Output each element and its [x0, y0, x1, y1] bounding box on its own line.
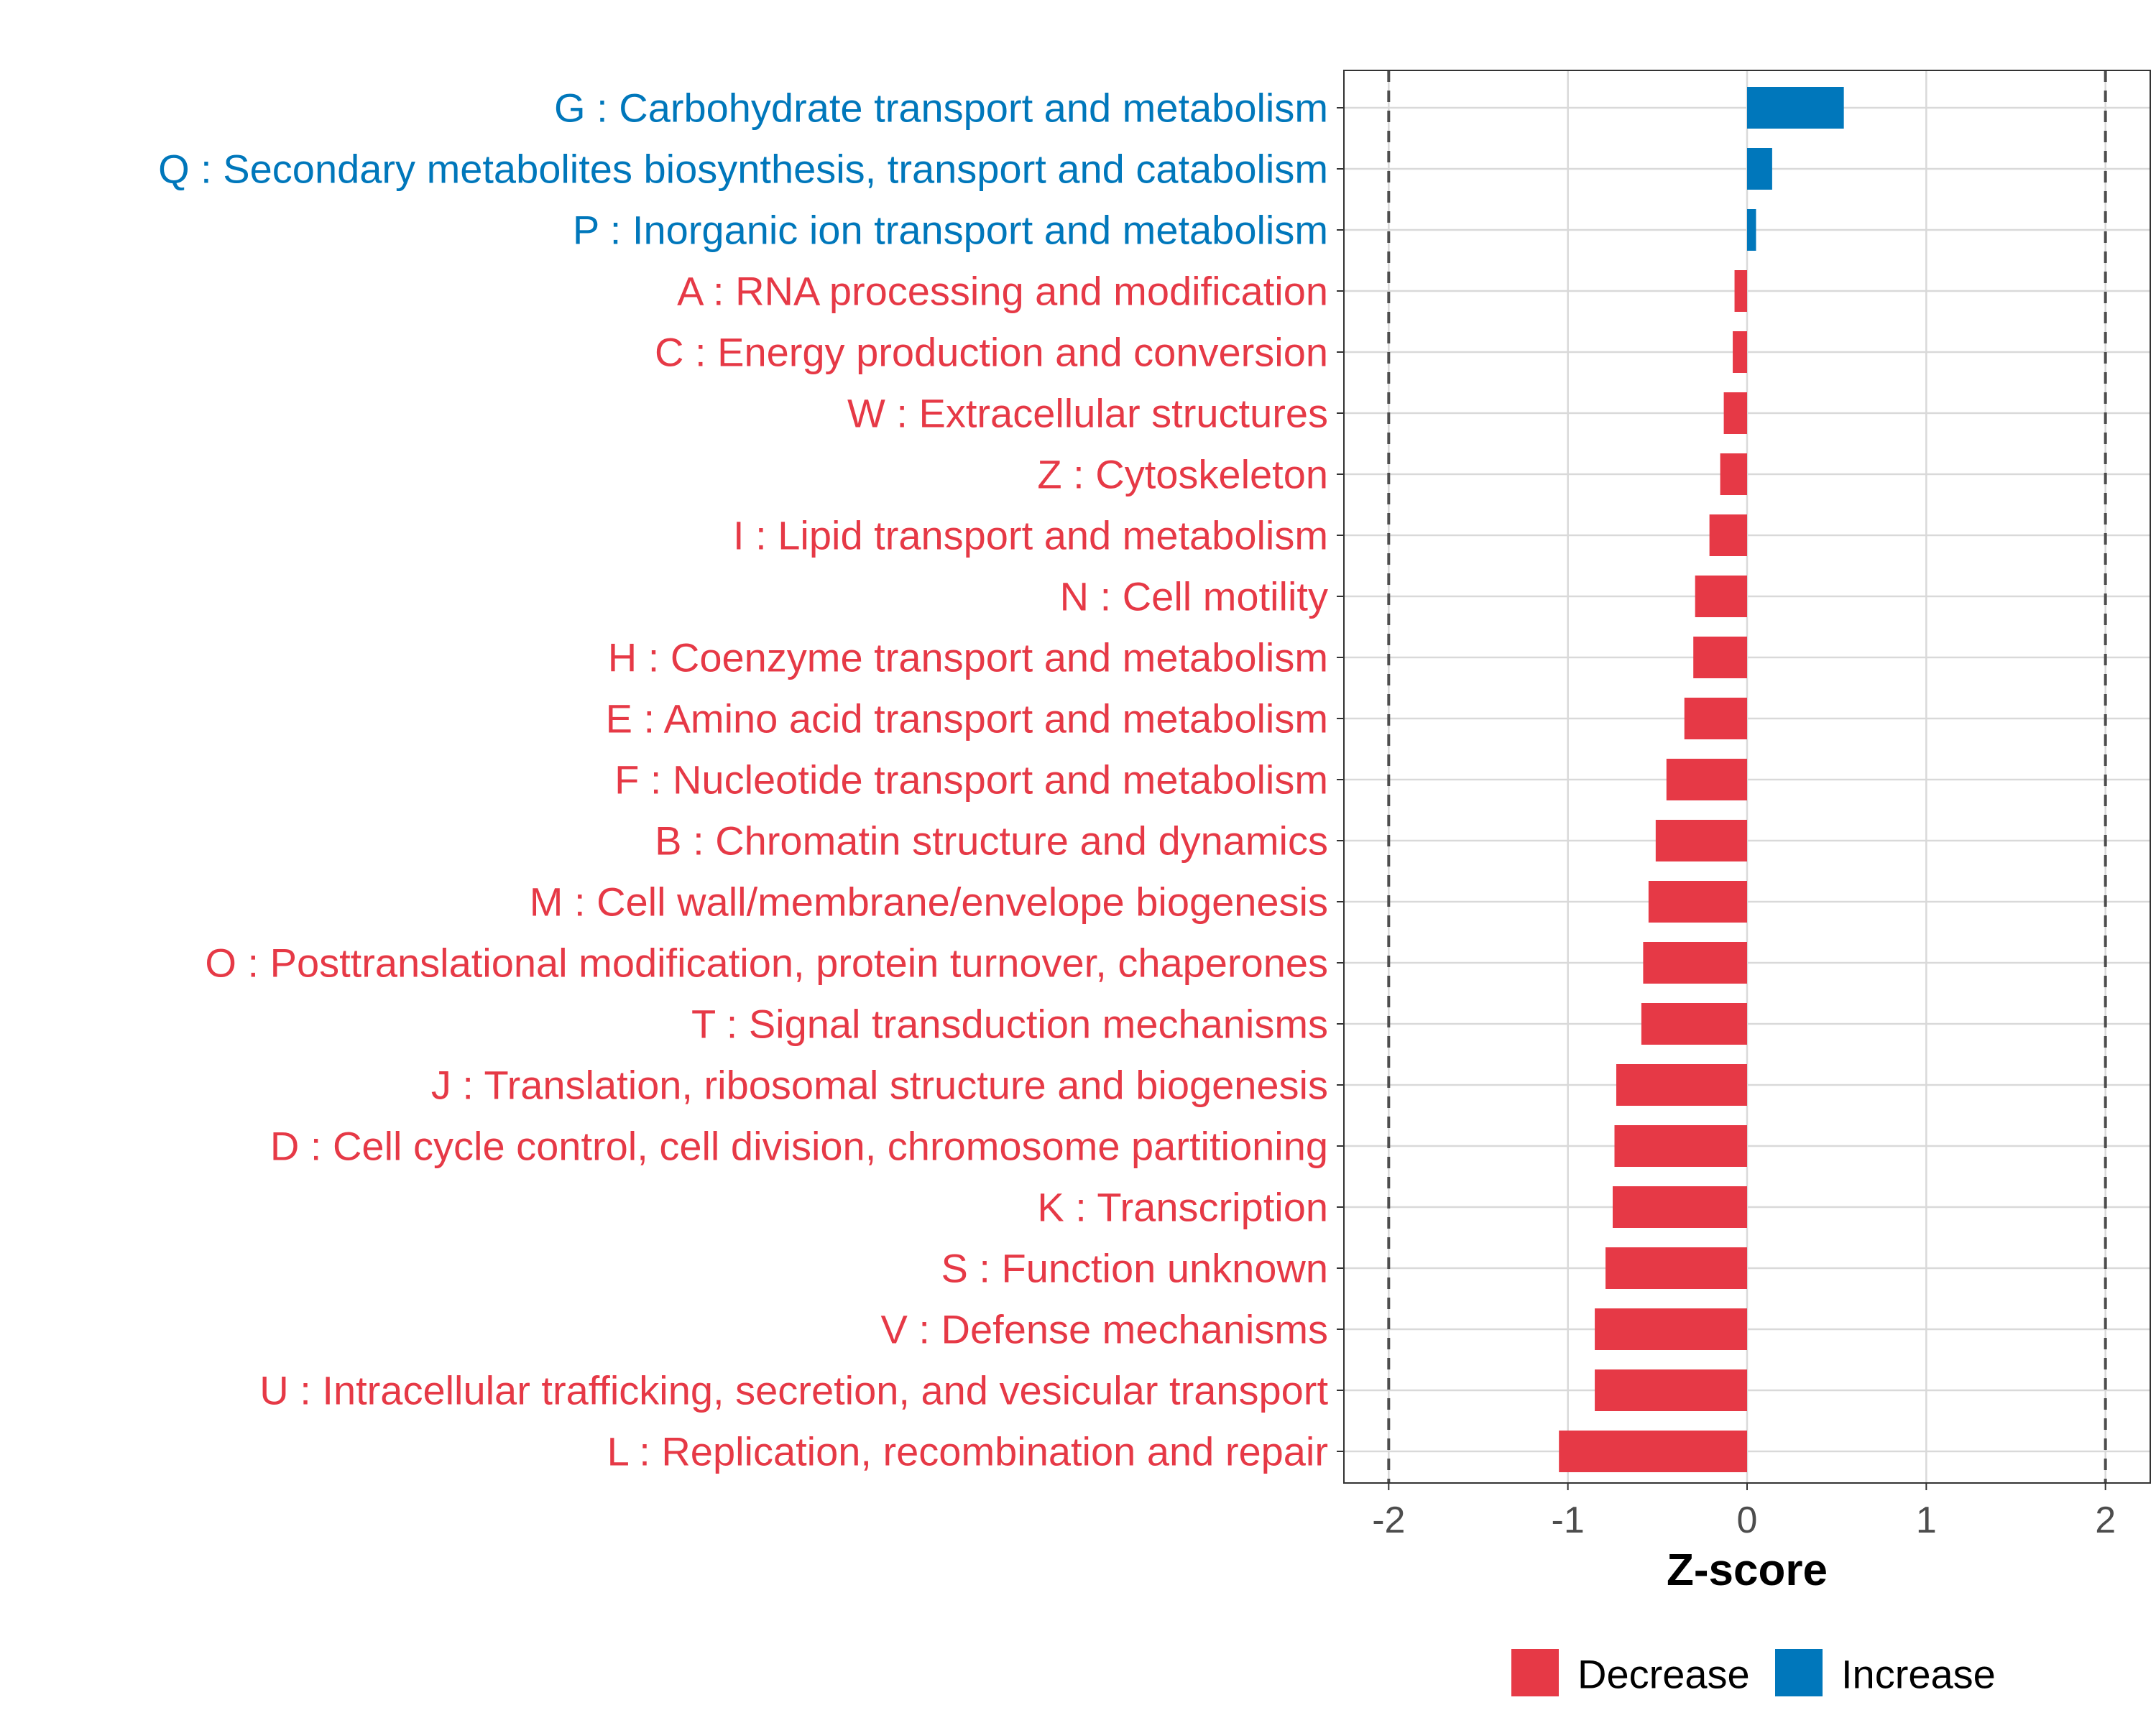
reference-lines [1387, 70, 2107, 1483]
bar [1684, 698, 1747, 739]
category-label: I : Lipid transport and metabolism [733, 513, 1328, 558]
category-label: G : Carbohydrate transport and metabolis… [554, 86, 1328, 131]
bar [1655, 820, 1747, 861]
bar [1747, 148, 1772, 190]
bar [1559, 1431, 1747, 1472]
x-axis-ticks: -2 -1 0 1 2 [1372, 1483, 2116, 1541]
bar [1595, 1308, 1747, 1350]
legend-swatch-decrease [1511, 1649, 1559, 1696]
bar [1666, 759, 1747, 800]
category-label: E : Amino acid transport and metabolism [606, 696, 1328, 741]
category-label: F : Nucleotide transport and metabolism [614, 757, 1328, 803]
bar [1720, 453, 1747, 495]
bar [1733, 331, 1747, 373]
category-label: S : Function unknown [941, 1246, 1328, 1291]
bar [1614, 1125, 1747, 1167]
legend: Decrease Increase [1511, 1649, 1996, 1697]
x-tick-label: 2 [2095, 1500, 2116, 1541]
bar [1643, 942, 1747, 984]
bar [1616, 1064, 1747, 1106]
bar [1709, 514, 1747, 556]
category-label: T : Signal transduction mechanisms [691, 1002, 1328, 1047]
legend-label-decrease: Decrease [1577, 1652, 1750, 1697]
bar [1723, 392, 1747, 434]
category-label: W : Extracellular structures [847, 391, 1328, 436]
x-tick-label: 0 [1737, 1500, 1758, 1541]
x-tick-label: -1 [1552, 1500, 1585, 1541]
x-tick-label: -2 [1372, 1500, 1405, 1541]
bar [1747, 209, 1756, 251]
category-label: P : Inorganic ion transport and metaboli… [573, 208, 1328, 253]
category-label: U : Intracellular trafficking, secretion… [259, 1368, 1328, 1413]
x-axis-title: Z-score [1667, 1546, 1828, 1595]
x-tick-label: 1 [1916, 1500, 1937, 1541]
bar [1606, 1247, 1747, 1289]
bar [1693, 637, 1747, 678]
bar [1648, 881, 1747, 923]
category-label: O : Posttranslational modification, prot… [205, 941, 1328, 986]
category-label: D : Cell cycle control, cell division, c… [270, 1124, 1328, 1169]
bar [1695, 576, 1747, 617]
bars [1559, 87, 1844, 1472]
bar [1747, 87, 1844, 129]
category-label: H : Coenzyme transport and metabolism [608, 635, 1328, 680]
bar [1595, 1369, 1747, 1411]
category-label: Q : Secondary metabolites biosynthesis, … [158, 147, 1328, 192]
bar [1613, 1186, 1747, 1228]
category-label: M : Cell wall/membrane/envelope biogenes… [530, 879, 1328, 925]
category-label: Z : Cytoskeleton [1037, 452, 1328, 497]
category-label: C : Energy production and conversion [655, 330, 1328, 375]
category-label: V : Defense mechanisms [881, 1307, 1328, 1352]
category-label: L : Replication, recombination and repai… [607, 1429, 1328, 1474]
category-label: B : Chromatin structure and dynamics [655, 818, 1328, 864]
category-label: N : Cell motility [1060, 574, 1328, 619]
category-label: A : RNA processing and modification [677, 269, 1328, 314]
bar [1734, 270, 1747, 312]
category-labels: G : Carbohydrate transport and metabolis… [158, 86, 1344, 1474]
category-label: J : Translation, ribosomal structure and… [431, 1063, 1328, 1108]
category-label: K : Transcription [1037, 1185, 1328, 1230]
legend-swatch-increase [1775, 1649, 1823, 1696]
bar [1641, 1003, 1747, 1045]
legend-label-increase: Increase [1841, 1652, 1996, 1697]
